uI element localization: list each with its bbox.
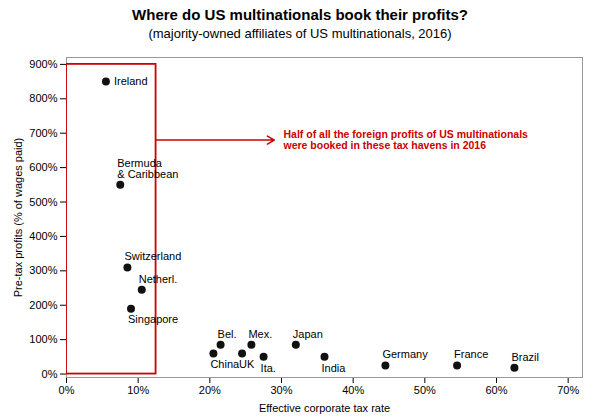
svg-text:Ita.: Ita. [261,362,276,374]
svg-text:400%: 400% [29,230,57,242]
svg-text:Netherl.: Netherl. [139,273,178,285]
svg-text:Bermuda& Caribbean: Bermuda& Caribbean [117,157,178,180]
html-text:(majority-owned affiliates of: (majority-owned affiliates of US multina… [148,26,452,41]
html-text:Where do US multinationals boo: Where do US multinationals book their pr… [132,6,468,23]
svg-text:100%: 100% [29,333,57,345]
svg-text:India: India [322,362,347,374]
svg-text:UK: UK [239,358,255,370]
svg-text:20%: 20% [199,384,221,396]
svg-text:Japan: Japan [293,328,323,340]
svg-text:10%: 10% [127,384,149,396]
svg-text:50%: 50% [414,384,436,396]
svg-text:700%: 700% [29,127,57,139]
svg-text:China: China [210,358,240,370]
svg-text:Brazil: Brazil [511,351,539,363]
svg-text:0%: 0% [59,384,75,396]
svg-text:Ireland: Ireland [114,75,148,87]
svg-text:800%: 800% [29,92,57,104]
svg-text:60%: 60% [485,384,507,396]
svg-text:Pre-tax profits (% of wages pa: Pre-tax profits (% of wages paid) [12,138,24,298]
svg-text:0%: 0% [42,368,58,380]
svg-text:Bel.: Bel. [218,328,237,340]
svg-text:600%: 600% [29,161,57,173]
svg-text:Effective corporate tax rate: Effective corporate tax rate [259,402,390,414]
svg-text:70%: 70% [557,384,579,396]
svg-text:Half of all the foreign profit: Half of all the foreign profits of US mu… [283,128,529,151]
svg-text:Singapore: Singapore [128,313,178,325]
svg-text:300%: 300% [29,264,57,276]
svg-text:200%: 200% [29,299,57,311]
svg-text:40%: 40% [342,384,364,396]
svg-text:France: France [454,348,488,360]
svg-text:Mex.: Mex. [248,328,272,340]
svg-text:Germany: Germany [382,348,428,360]
svg-text:Switzerland: Switzerland [124,250,181,262]
svg-text:500%: 500% [29,196,57,208]
svg-text:30%: 30% [270,384,292,396]
svg-text:900%: 900% [29,58,57,70]
